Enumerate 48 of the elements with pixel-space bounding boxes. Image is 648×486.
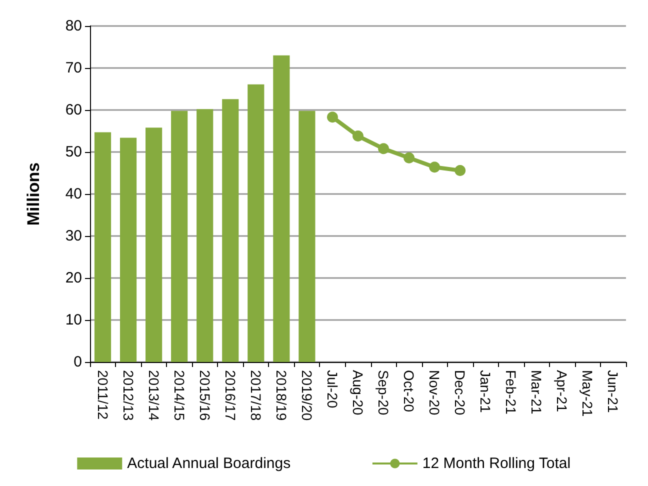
bar: [196, 109, 214, 362]
point: [378, 143, 390, 154]
y-tick-label: 70: [65, 60, 82, 76]
y-tick-label: 60: [65, 102, 82, 118]
bar: [222, 99, 239, 362]
bar: [273, 55, 290, 362]
x-tick-label: Jul-20: [324, 370, 340, 408]
point: [454, 164, 466, 176]
x-tick-label: 2015/16: [196, 370, 213, 421]
x-tick-label: 2013/14: [146, 370, 162, 421]
x-tick-label: Feb-21: [503, 370, 520, 415]
x-tick-label: Jun-21: [605, 370, 622, 414]
x-tick-label: Apr-21: [554, 370, 570, 412]
x-tick-label: Jan-21: [478, 370, 494, 414]
bar: [248, 84, 264, 362]
x-tick-label: Nov-20: [426, 370, 443, 416]
y-axis-title: Millions: [24, 162, 43, 226]
x-tick-label: 2016/17: [222, 370, 238, 421]
point: [429, 162, 440, 173]
x-tick-label: Dec-20: [452, 370, 468, 416]
x-tick-label: 2018/19: [273, 370, 290, 421]
bar: [120, 138, 137, 362]
y-tick-label: 0: [74, 354, 82, 370]
bar: [94, 132, 112, 362]
x-tick-label: Mar-21: [528, 370, 545, 415]
point: [404, 152, 415, 164]
y-tick-label: 10: [65, 312, 82, 328]
x-tick-label: Aug-20: [350, 370, 366, 416]
legend-label: Actual Annual Boardings: [127, 455, 291, 472]
point: [352, 130, 364, 142]
bar: [298, 110, 316, 362]
x-tick-label: May-21: [580, 370, 596, 417]
y-tick-label: 40: [65, 186, 82, 202]
point: [326, 112, 338, 123]
x-tick-label: 2014/15: [171, 370, 188, 421]
x-tick-label: 2017/18: [248, 370, 264, 421]
x-tick-label: 2011/12: [94, 370, 111, 420]
y-tick-label: 30: [65, 228, 82, 244]
y-tick-label: 20: [65, 270, 82, 286]
bar: [171, 110, 188, 362]
legend-label: 12 Month Rolling Total: [422, 455, 571, 472]
y-tick-label: 50: [65, 144, 82, 160]
x-tick-label: Oct-20: [401, 370, 418, 412]
x-tick-label: Sep-20: [376, 370, 392, 416]
x-tick-label: 2019/20: [298, 370, 315, 421]
x-tick-label: 2012/13: [120, 370, 136, 421]
y-tick-label: 80: [65, 18, 82, 34]
bar: [146, 128, 162, 362]
